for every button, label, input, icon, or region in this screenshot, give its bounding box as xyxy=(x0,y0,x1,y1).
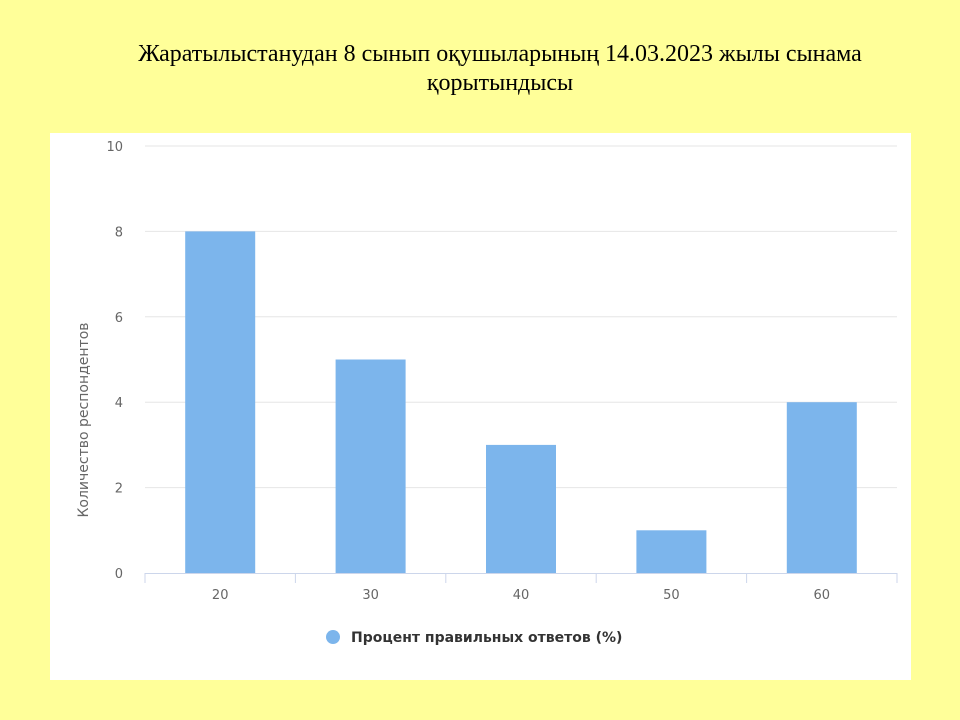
y-tick-label: 8 xyxy=(115,225,123,240)
x-tick-label: 50 xyxy=(663,588,680,603)
x-tick-label: 20 xyxy=(212,588,229,603)
bar[interactable] xyxy=(335,359,406,574)
bar-chart: 0 2 4 6 8 10 20 30 40 50 60 Количество респондент… xyxy=(76,140,898,646)
y-tick-label: 4 xyxy=(115,396,123,411)
bar[interactable] xyxy=(185,231,256,573)
grid-lines xyxy=(145,145,897,489)
legend-label: Процент правильных ответов (%) xyxy=(351,630,622,646)
y-tick-labels: 0 2 4 6 8 10 xyxy=(106,140,123,582)
bars xyxy=(185,231,857,573)
y-tick-label: 6 xyxy=(115,311,123,326)
y-tick-label: 0 xyxy=(115,567,123,582)
y-tick-label: 10 xyxy=(106,140,123,155)
bar[interactable] xyxy=(786,402,857,573)
chart-panel: 0 2 4 6 8 10 20 30 40 50 60 Количество респондент… xyxy=(50,133,911,680)
y-tick-label: 2 xyxy=(115,482,123,497)
legend-marker-icon xyxy=(326,630,340,644)
y-axis-label: Количество респондентов xyxy=(76,322,92,517)
legend-item[interactable]: Процент правильных ответов (%) xyxy=(326,630,622,646)
bar[interactable] xyxy=(486,444,556,573)
x-axis xyxy=(144,573,898,583)
x-tick-labels: 20 30 40 50 60 xyxy=(212,588,830,603)
slide-title: Жаратылыстанудан 8 сынып оқушыларының 14… xyxy=(138,41,862,96)
x-tick-label: 30 xyxy=(362,588,379,603)
x-tick-label: 40 xyxy=(513,588,530,603)
x-tick-label: 60 xyxy=(814,588,831,603)
bar[interactable] xyxy=(636,530,707,573)
